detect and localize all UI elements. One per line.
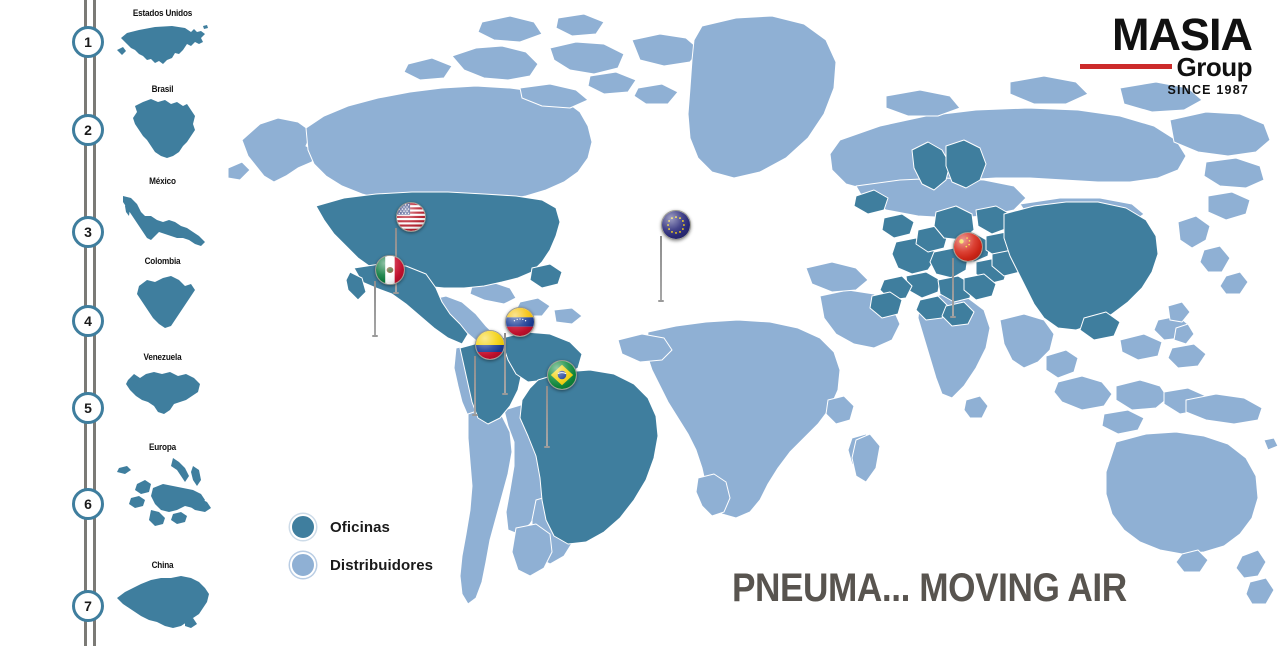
pin-stem — [546, 386, 548, 448]
timeline-label: Brasil — [151, 84, 174, 95]
legend-dot-distributor-icon — [290, 552, 316, 578]
brand-since: SINCE 1987 — [1167, 82, 1249, 97]
brand-sub: Group — [1176, 51, 1253, 82]
country-shape-venezuela-icon — [105, 366, 220, 424]
map-legend: Oficinas Distribuidores — [290, 508, 433, 584]
country-shape-europe-icon — [105, 454, 220, 532]
brand-mid-row: Group — [1072, 54, 1252, 80]
legend-dot-office-icon — [290, 514, 316, 540]
pin-stem — [474, 356, 476, 416]
legend-label: Oficinas — [330, 518, 390, 536]
office-regions — [315, 139, 1159, 545]
timeline-label: Estados Unidos — [132, 8, 193, 19]
legend-item-distribuidores[interactable]: Distribuidores — [290, 546, 433, 584]
timeline-number: 6 — [72, 488, 104, 520]
timeline-label: México — [149, 176, 176, 187]
timeline-number: 4 — [72, 305, 104, 337]
legend-label: Distribuidores — [330, 556, 434, 574]
timeline-number: 1 — [72, 26, 104, 58]
mx-flag-icon — [375, 255, 405, 285]
country-shape-china-icon — [105, 572, 220, 634]
country-shape-colombia-icon — [105, 272, 220, 332]
co-flag-icon — [475, 330, 505, 360]
pin-stem — [952, 258, 954, 318]
brand-logo: MASIA Group SINCE 1987 — [1072, 9, 1253, 97]
timeline-label: Colombia — [144, 256, 181, 267]
timeline-sidebar: Estados Unidos 1 Brasil 2 México 3 — [0, 0, 220, 646]
pin-stem — [504, 333, 506, 395]
br-flag-icon — [547, 360, 577, 390]
us-flag-icon — [396, 202, 426, 232]
country-shape-brazil-icon — [105, 96, 220, 164]
cn-flag-icon — [953, 232, 983, 262]
world-map-container — [220, 0, 1280, 640]
ve-flag-icon — [505, 307, 535, 337]
timeline-number: 2 — [72, 114, 104, 146]
timeline-number: 3 — [72, 216, 104, 248]
timeline-label: China — [151, 560, 174, 571]
timeline-number: 5 — [72, 392, 104, 424]
pin-stem — [660, 236, 662, 302]
timeline-label: Venezuela — [143, 352, 182, 363]
eu-flag-icon — [661, 210, 691, 240]
pin-stem — [374, 281, 376, 337]
country-shape-usa-icon — [105, 20, 220, 72]
country-shape-mexico-icon — [105, 192, 220, 250]
tagline: PNEUMA... MOVING AIR — [732, 566, 1127, 610]
legend-item-oficinas[interactable]: Oficinas — [290, 508, 433, 546]
timeline-number: 7 — [72, 590, 104, 622]
brand-red-rule — [1080, 64, 1172, 70]
timeline-label: Europa — [148, 442, 177, 453]
world-map-svg — [227, 13, 1279, 605]
brand-name: MASIA — [1112, 9, 1253, 60]
